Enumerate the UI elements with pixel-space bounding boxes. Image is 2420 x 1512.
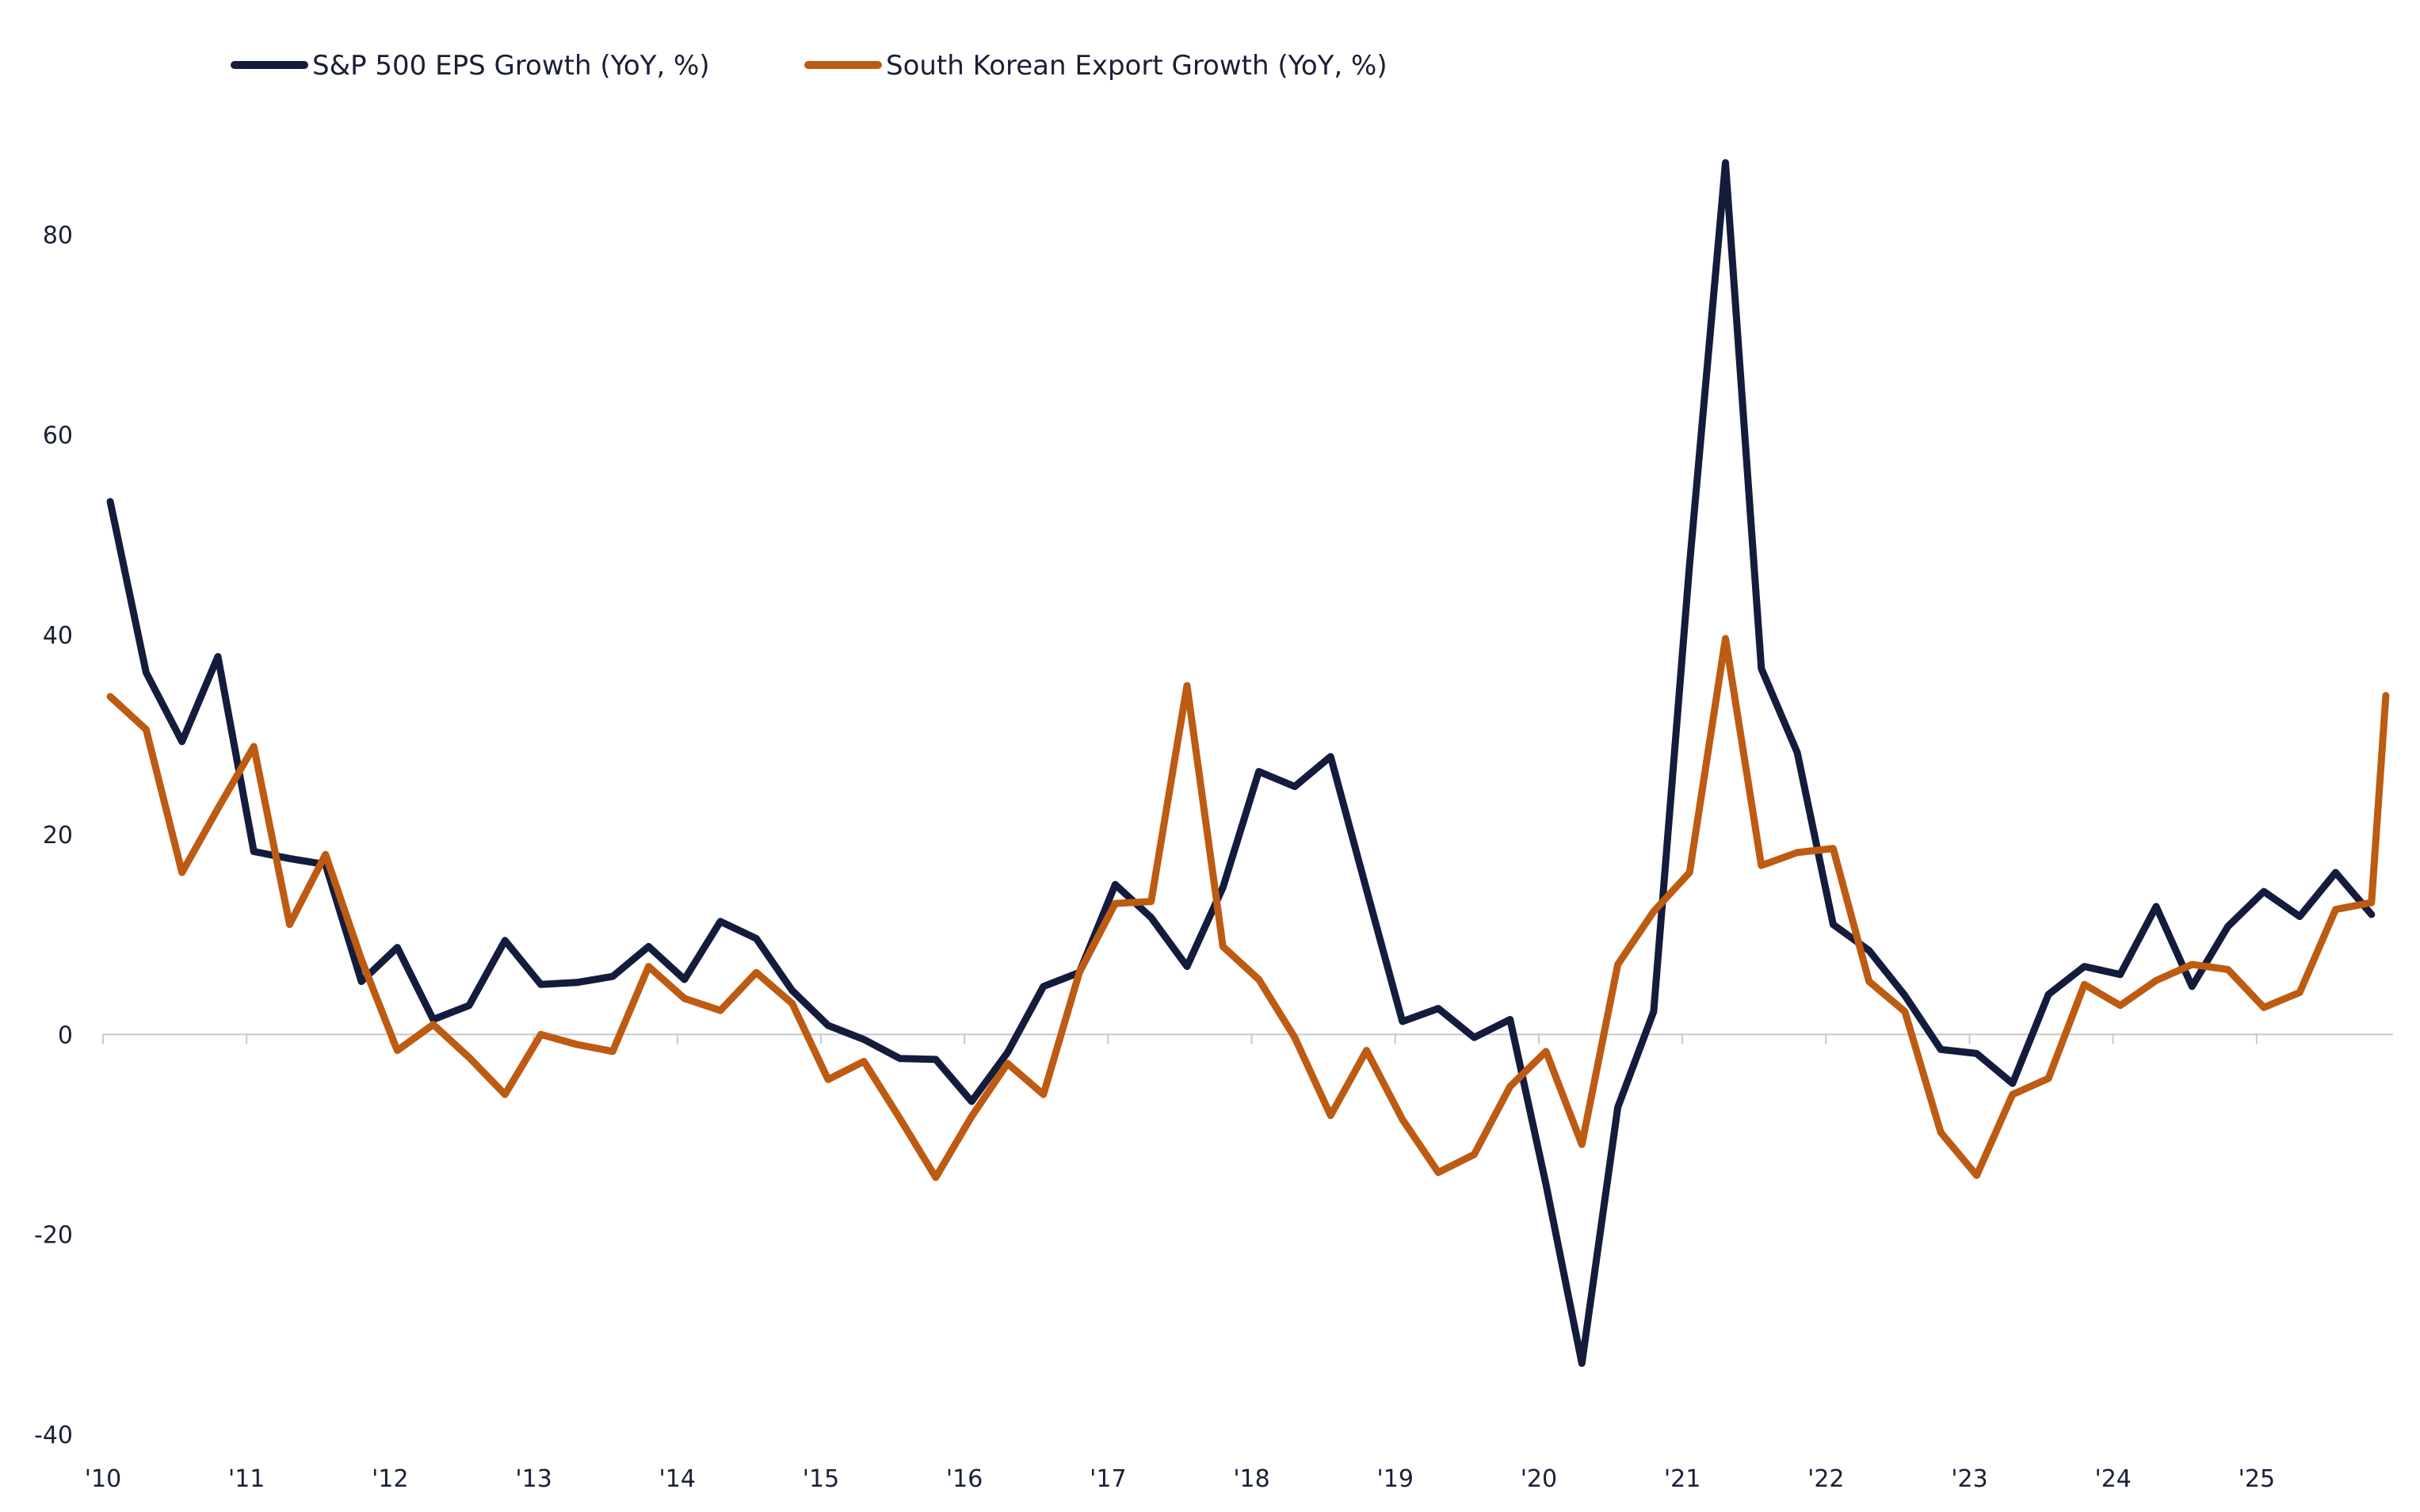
x-tick-label: '13 bbox=[515, 1465, 552, 1493]
legend-label-sp500: S&P 500 EPS Growth (YoY, %) bbox=[312, 50, 710, 82]
y-tick-label: 80 bbox=[43, 222, 73, 250]
y-axis: -40 -20 0 20 40 60 80 bbox=[34, 222, 73, 1449]
y-tick-label: 20 bbox=[43, 822, 73, 850]
x-tick-label: '24 bbox=[2094, 1465, 2131, 1493]
x-tick-label: '21 bbox=[1664, 1465, 1700, 1493]
y-tick-label: 40 bbox=[43, 622, 73, 650]
x-tick-label: '20 bbox=[1521, 1465, 1557, 1493]
x-tick-label: '12 bbox=[372, 1465, 408, 1493]
series-layer bbox=[106, 158, 2390, 1367]
x-tick-label: '14 bbox=[659, 1465, 696, 1493]
x-tick-label: '22 bbox=[1807, 1465, 1844, 1493]
series-line-sp500-eps-growth bbox=[106, 158, 2376, 1367]
x-tick-label: '23 bbox=[1951, 1465, 1987, 1493]
x-tick-label: '18 bbox=[1233, 1465, 1269, 1493]
y-tick-label: 0 bbox=[58, 1021, 73, 1049]
x-tick-label: '19 bbox=[1377, 1465, 1414, 1493]
x-tick-label: '16 bbox=[946, 1465, 983, 1493]
y-tick-label: -20 bbox=[34, 1222, 73, 1250]
legend: S&P 500 EPS Growth (YoY, %) South Korean… bbox=[231, 50, 1387, 82]
x-tick-label: '17 bbox=[1090, 1465, 1126, 1493]
x-axis: '10 '11 '12 '13 '14 '15 '16 '17 '18 '19 '20 '21 '22 '… bbox=[85, 1033, 2393, 1493]
x-tick-label: '10 bbox=[85, 1465, 121, 1493]
legend-label-korea-exports: South Korean Export Growth (YoY, %) bbox=[886, 50, 1387, 82]
x-tick-label: '11 bbox=[228, 1465, 265, 1493]
series-line-korea-export-growth bbox=[106, 635, 2390, 1182]
x-tick-label: '15 bbox=[803, 1465, 839, 1493]
y-tick-label: 60 bbox=[43, 422, 73, 449]
x-tick-label: '25 bbox=[2239, 1465, 2275, 1493]
y-tick-label: -40 bbox=[34, 1422, 73, 1449]
